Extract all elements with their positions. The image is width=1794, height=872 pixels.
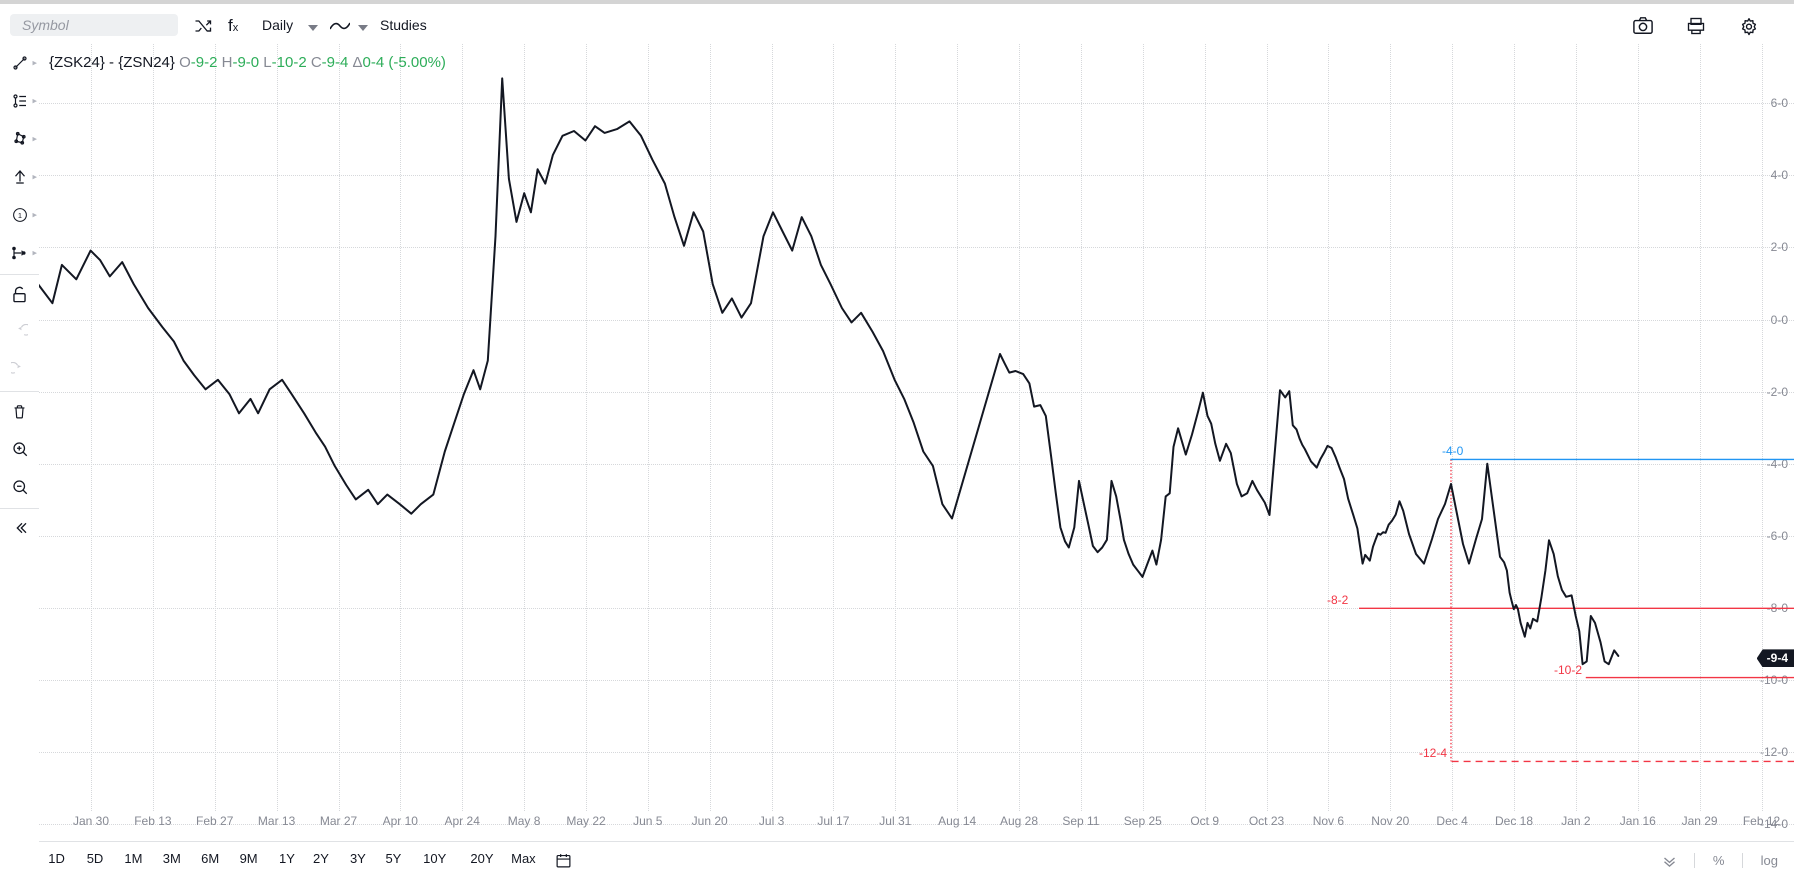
svg-text:1: 1 bbox=[17, 211, 21, 220]
